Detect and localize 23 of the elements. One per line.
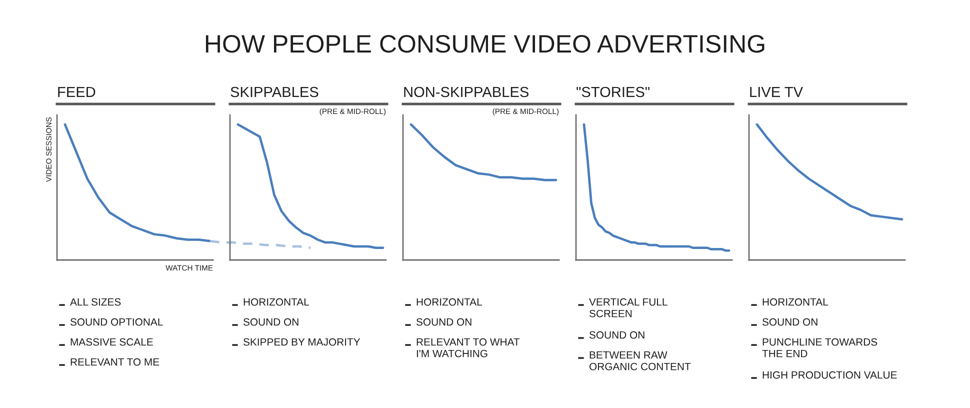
text: HORIZONTAL (416, 298, 482, 306)
chart-title: NON-SKIPPABLES (404, 86, 528, 98)
chart-title: FEED (58, 86, 96, 97)
text: SOUND ON (416, 318, 472, 326)
text: RELEVANT TO ME (70, 358, 160, 366)
text: SKIPPED BY MAJORITY (243, 338, 360, 346)
text: SOUND ON (762, 318, 818, 326)
text: ALL SIZES (70, 298, 121, 306)
text: SOUND ON (589, 331, 644, 339)
chart-title: SKIPPABLES (230, 86, 318, 98)
text: VERTICAL FULL SCREEN (589, 298, 668, 318)
chart-title: LIVE TV (750, 86, 803, 97)
text: BETWEEN RAW ORGANIC CONTENT (589, 351, 691, 370)
text: MASSIVE SCALE (70, 338, 153, 346)
text: RELEVANT TO WHAT I'M WATCHING (416, 338, 520, 358)
chart-title: "STORIES" (576, 86, 650, 98)
text: HORIZONTAL (762, 298, 828, 306)
text: HOW PEOPLE CONSUME VIDEO ADVERTISING (206, 35, 764, 53)
text: HIGH PRODUCTION VALUE (762, 371, 897, 379)
text: HORIZONTAL (244, 298, 310, 306)
text: SOUND ON (243, 318, 298, 326)
text: SOUND OPTIONAL (70, 318, 163, 326)
text: PUNCHLINE TOWARDS THE END (762, 338, 878, 358)
